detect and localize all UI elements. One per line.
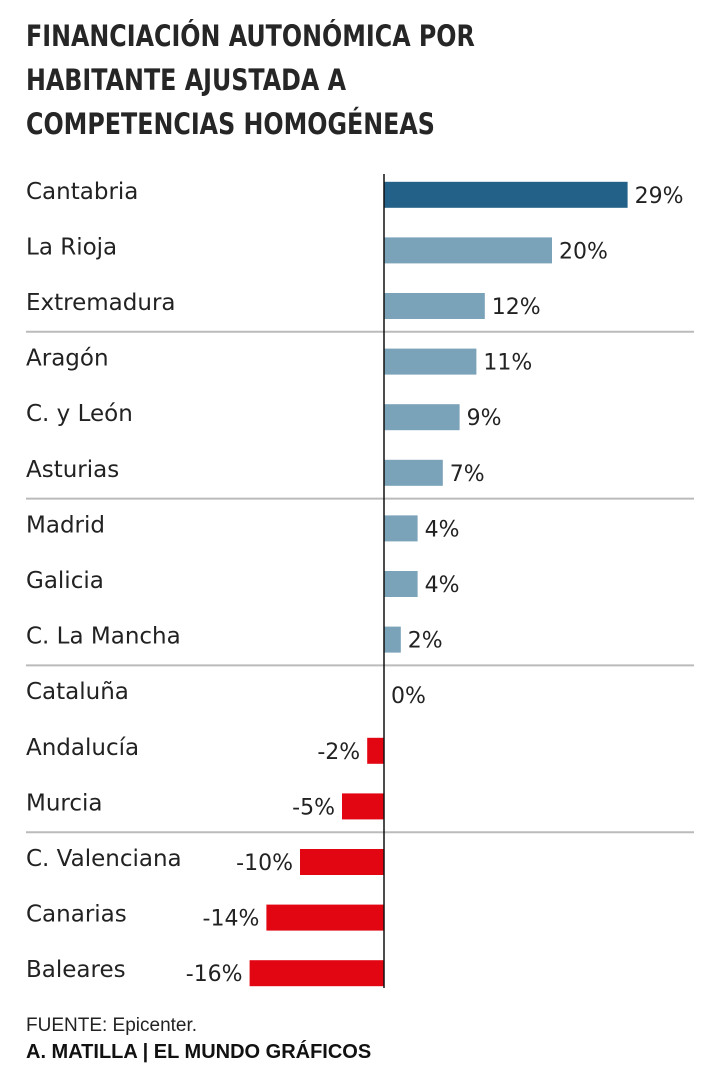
bar xyxy=(384,293,485,319)
value-label: 4% xyxy=(425,517,460,542)
value-label: 4% xyxy=(425,573,460,598)
title-line-2: HABITANTE AJUSTADA A xyxy=(26,63,347,97)
bar xyxy=(249,960,384,987)
category-label: Cantabria xyxy=(26,179,138,205)
value-label: 2% xyxy=(408,629,443,654)
category-label: Madrid xyxy=(26,512,105,538)
value-label: 11% xyxy=(483,351,532,376)
value-label: -14% xyxy=(203,907,260,932)
category-label: Baleares xyxy=(26,957,126,983)
bar xyxy=(384,626,401,653)
value-label: -16% xyxy=(186,962,243,987)
bar xyxy=(384,571,418,597)
value-label: 9% xyxy=(467,406,502,431)
bar-chart: Cantabria 29% La Rioja 20% Extremadura 12% Ara… xyxy=(26,174,694,988)
category-label: Extremadura xyxy=(26,290,176,316)
bar xyxy=(384,237,552,264)
value-label: -2% xyxy=(317,740,360,765)
category-label: Galicia xyxy=(26,568,104,594)
value-label: 20% xyxy=(559,239,608,264)
bar xyxy=(384,515,418,542)
category-label: Andalucía xyxy=(26,735,139,761)
value-label: -5% xyxy=(292,795,335,820)
bar xyxy=(342,793,384,820)
source-note: FUENTE: Epicenter. xyxy=(26,1015,198,1036)
category-label: Aragón xyxy=(26,346,109,372)
bar xyxy=(384,404,460,431)
category-label: C. y León xyxy=(26,401,133,427)
bar xyxy=(266,904,384,931)
value-label: 7% xyxy=(450,462,485,487)
category-label: Murcia xyxy=(26,790,103,816)
category-label: Cataluña xyxy=(26,679,129,705)
title-line-1: FINANCIACIÓN AUTONÓMICA POR xyxy=(26,19,475,53)
bar xyxy=(300,849,384,875)
value-label: 0% xyxy=(391,684,426,709)
category-label: C. Valenciana xyxy=(26,846,182,872)
value-label: -10% xyxy=(236,851,293,876)
category-label: La Rioja xyxy=(26,234,117,260)
bar xyxy=(384,459,443,486)
value-label: 12% xyxy=(492,295,541,320)
category-label: C. La Mancha xyxy=(26,624,181,650)
bar xyxy=(367,737,384,764)
title-line-3: COMPETENCIAS HOMOGÉNEAS xyxy=(26,107,435,141)
bar xyxy=(384,181,628,208)
value-label: 29% xyxy=(635,184,684,209)
category-label: Canarias xyxy=(26,902,127,928)
category-label: Asturias xyxy=(26,457,119,483)
bar xyxy=(384,348,477,375)
credit-line: A. MATILLA | EL MUNDO GRÁFICOS xyxy=(26,1041,372,1063)
chart-title: FINANCIACIÓN AUTONÓMICA POR HABITANTE AJ… xyxy=(26,14,584,146)
